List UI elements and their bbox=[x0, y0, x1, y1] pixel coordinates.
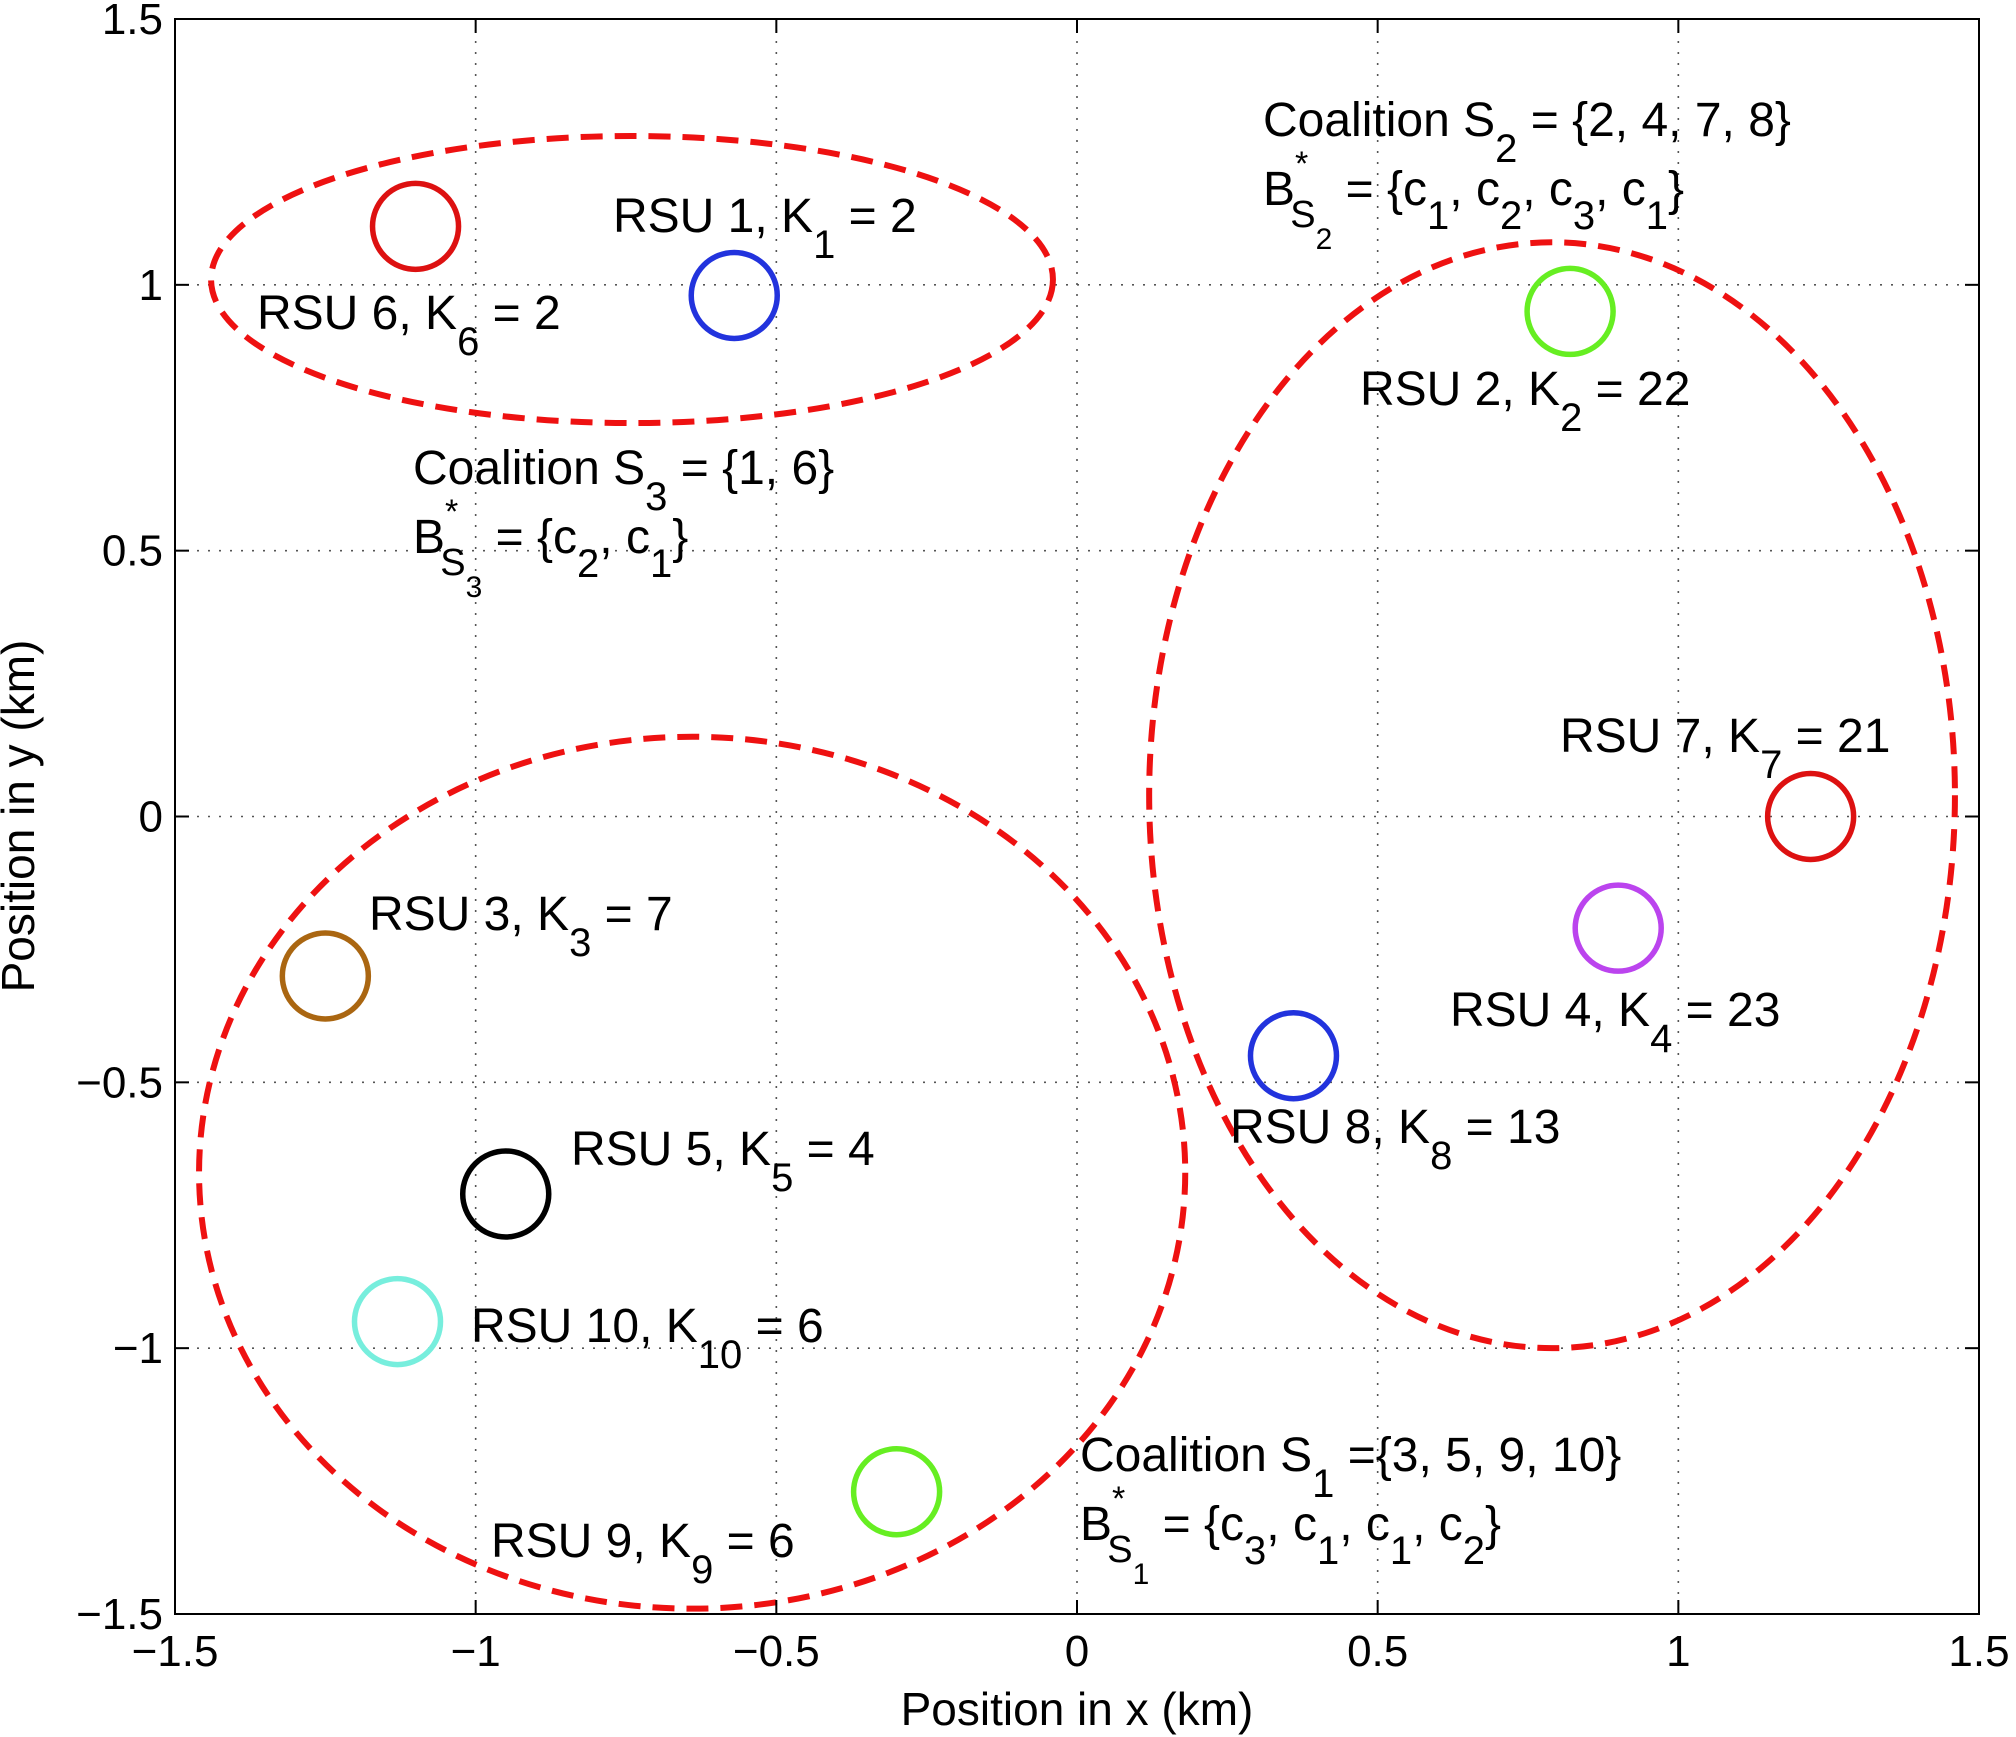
rsu-8-label: RSU 8, K8 = 13 bbox=[1230, 1101, 1560, 1178]
x-tick-label: −1 bbox=[451, 1627, 501, 1676]
rsu-1-label: RSU 1, K1 = 2 bbox=[613, 190, 917, 267]
y-tick-label: 0.5 bbox=[102, 527, 163, 576]
axis-ticks: −1.5 −1 −0.5 0 0.5 1 1.5 −1.5 −1 −0.5 0 0.5 1 1.5 bbox=[76, 0, 2009, 1676]
x-tick-label: −0.5 bbox=[733, 1627, 820, 1676]
coalition-3-boundary bbox=[208, 132, 1056, 427]
coalition-1-best-set: B* S1 = {c3, c1, c1, c2} bbox=[1080, 1480, 1501, 1591]
rsu-9-marker bbox=[850, 1445, 943, 1538]
y-tick-label: −1 bbox=[113, 1324, 163, 1373]
coalition-1-boundary bbox=[196, 733, 1189, 1612]
x-tick-label: 0 bbox=[1065, 1627, 1089, 1676]
y-tick-label: 1.5 bbox=[102, 0, 163, 44]
rsu-6-marker bbox=[369, 180, 462, 273]
rsu-6-label: RSU 6, K6 = 2 bbox=[257, 287, 561, 364]
rsu-7-marker bbox=[1764, 770, 1857, 863]
x-tick-label: 1.5 bbox=[1948, 1627, 2009, 1676]
coalition-3-best-set: B* S3 = {c2, c1} bbox=[413, 493, 688, 604]
rsu-1-marker bbox=[688, 249, 780, 342]
annotations: RSU 1, K1 = 2 RSU 2, K2 = 22 RSU 3, K3 = 7… bbox=[257, 94, 1890, 1592]
coalition-2-title: Coalition S2 = {2, 4, 7, 8} bbox=[1263, 94, 1791, 171]
rsu-2-label: RSU 2, K2 = 22 bbox=[1360, 363, 1690, 440]
rsu-markers bbox=[279, 180, 1857, 1538]
rsu-4-marker bbox=[1572, 882, 1664, 974]
coalition-3-title: Coalition S3 = {1, 6} bbox=[413, 442, 834, 519]
coalition-2-best-set: B* S2 = {c1, c2, c3, c1} bbox=[1263, 145, 1684, 256]
rsu-9-label: RSU 9, K9 = 6 bbox=[491, 1515, 795, 1592]
y-axis-title: Position in y (km) bbox=[0, 640, 44, 993]
rsu-3-marker bbox=[279, 930, 372, 1022]
coalition-1-title: Coalition S1 ={3, 5, 9, 10} bbox=[1080, 1429, 1621, 1506]
x-axis-title: Position in x (km) bbox=[901, 1683, 1254, 1735]
x-tick-label: −1.5 bbox=[132, 1627, 219, 1676]
y-tick-label: 1 bbox=[139, 261, 163, 310]
rsu-10-label: RSU 10, K10 = 6 bbox=[471, 1300, 824, 1377]
y-tick-label: −1.5 bbox=[76, 1590, 163, 1639]
coalition-2-boundary bbox=[1146, 239, 1958, 1352]
coalition-boundaries bbox=[196, 132, 1958, 1612]
x-tick-label: 0.5 bbox=[1347, 1627, 1408, 1676]
rsu-3-label: RSU 3, K3 = 7 bbox=[369, 888, 673, 965]
rsu-4-label: RSU 4, K4 = 23 bbox=[1450, 984, 1780, 1061]
rsu-10-marker bbox=[351, 1275, 444, 1368]
rsu-5-marker bbox=[459, 1148, 552, 1240]
rsu-8-marker bbox=[1247, 1010, 1340, 1102]
y-tick-label: −0.5 bbox=[76, 1058, 163, 1107]
rsu-2-marker bbox=[1524, 265, 1616, 358]
rsu-5-label: RSU 5, K5 = 4 bbox=[571, 1123, 875, 1200]
rsu-7-label: RSU 7, K7 = 21 bbox=[1560, 710, 1890, 787]
y-tick-label: 0 bbox=[139, 793, 163, 842]
x-tick-label: 1 bbox=[1666, 1627, 1690, 1676]
